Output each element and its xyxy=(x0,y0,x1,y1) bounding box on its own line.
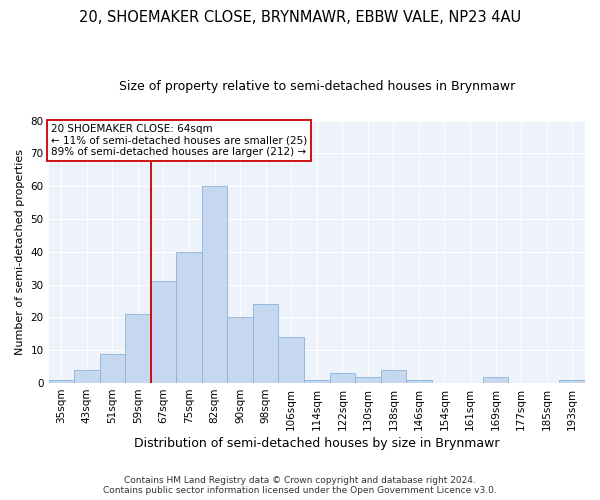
Bar xyxy=(278,337,304,383)
Bar xyxy=(202,186,227,383)
Text: 20 SHOEMAKER CLOSE: 64sqm
← 11% of semi-detached houses are smaller (25)
89% of : 20 SHOEMAKER CLOSE: 64sqm ← 11% of semi-… xyxy=(51,124,307,157)
Bar xyxy=(380,370,406,383)
Bar xyxy=(559,380,585,383)
Bar xyxy=(483,376,508,383)
Bar xyxy=(329,373,355,383)
X-axis label: Distribution of semi-detached houses by size in Brynmawr: Distribution of semi-detached houses by … xyxy=(134,437,500,450)
Bar xyxy=(227,318,253,383)
Bar xyxy=(304,380,329,383)
Bar xyxy=(125,314,151,383)
Bar xyxy=(74,370,100,383)
Bar xyxy=(406,380,432,383)
Bar xyxy=(176,252,202,383)
Text: 20, SHOEMAKER CLOSE, BRYNMAWR, EBBW VALE, NP23 4AU: 20, SHOEMAKER CLOSE, BRYNMAWR, EBBW VALE… xyxy=(79,10,521,25)
Bar xyxy=(49,380,74,383)
Y-axis label: Number of semi-detached properties: Number of semi-detached properties xyxy=(15,149,25,355)
Bar xyxy=(355,376,380,383)
Title: Size of property relative to semi-detached houses in Brynmawr: Size of property relative to semi-detach… xyxy=(119,80,515,93)
Bar xyxy=(151,282,176,383)
Bar xyxy=(253,304,278,383)
Text: Contains HM Land Registry data © Crown copyright and database right 2024.
Contai: Contains HM Land Registry data © Crown c… xyxy=(103,476,497,495)
Bar xyxy=(100,354,125,383)
